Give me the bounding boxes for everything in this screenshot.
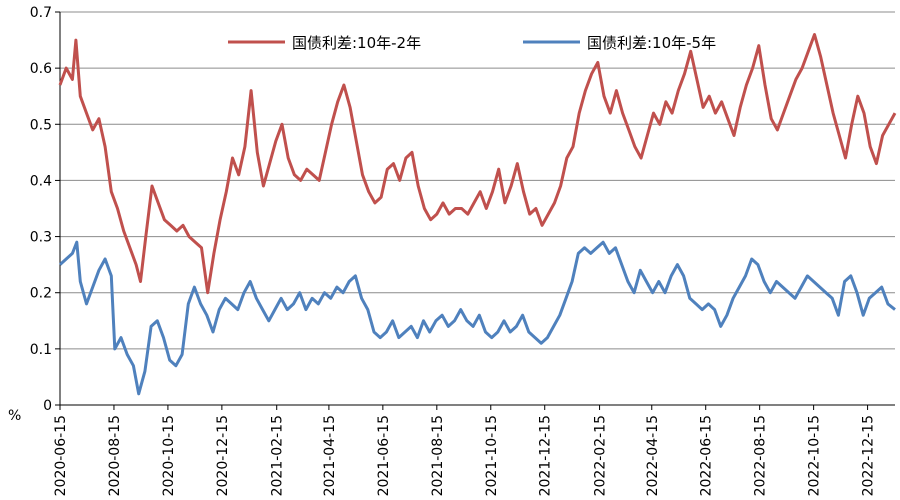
- x-tick-label: 2021-02-15: [270, 415, 286, 496]
- x-tick-label: 2020-08-15: [107, 415, 123, 496]
- x-tick-label: 2022-06-15: [699, 415, 715, 496]
- x-tick-label: 2021-12-15: [538, 415, 554, 496]
- x-tick-label: 2020-12-15: [215, 415, 231, 496]
- y-tick-label: 0.3: [30, 230, 52, 246]
- x-tick-label: 2020-10-15: [161, 415, 177, 496]
- legend: 国债利差:10年-2年 国债利差:10年-5年: [228, 34, 716, 52]
- gridlines: [60, 11, 895, 350]
- x-tick-label: 2022-04-15: [645, 415, 661, 496]
- x-tick-label: 2021-10-15: [484, 415, 500, 496]
- x-tick-label: 2022-10-15: [807, 415, 823, 496]
- legend-label-10y-5y: 国债利差:10年-5年: [587, 34, 716, 52]
- legend-label-10y-2y: 国债利差:10年-2年: [292, 34, 421, 52]
- series-line-10y-5y: [58, 240, 896, 396]
- x-axis-ticks: 2020-06-15 2020-08-15 2020-10-15 2020-12-15…: [53, 405, 877, 496]
- axes: [59, 12, 895, 406]
- x-tick-label: 2021-04-15: [322, 415, 338, 496]
- y-tick-label: 0.4: [30, 173, 52, 189]
- y-tick-label: 0.7: [30, 5, 52, 21]
- x-tick-label: 2020-06-15: [53, 415, 69, 496]
- y-tick-label: 0.6: [30, 61, 52, 77]
- series-lines: [58, 33, 897, 396]
- y-tick-label: 0.2: [30, 286, 52, 302]
- x-tick-label: 2021-06-15: [376, 415, 392, 496]
- y-axis-label: %: [8, 408, 21, 424]
- series-line-10y-2y: [58, 33, 897, 295]
- y-axis-ticks: 0 0.1 0.2 0.3 0.4 0.5 0.6 0.7: [30, 5, 60, 414]
- x-tick-label: 2022-08-15: [753, 415, 769, 496]
- x-tick-label: 2022-12-15: [861, 415, 877, 496]
- x-tick-label: 2021-08-15: [430, 415, 446, 496]
- y-tick-label: 0.5: [30, 117, 52, 133]
- y-tick-label: 0.1: [30, 342, 52, 358]
- x-tick-label: 2022-02-15: [593, 415, 609, 496]
- y-tick-label: 0: [43, 398, 52, 414]
